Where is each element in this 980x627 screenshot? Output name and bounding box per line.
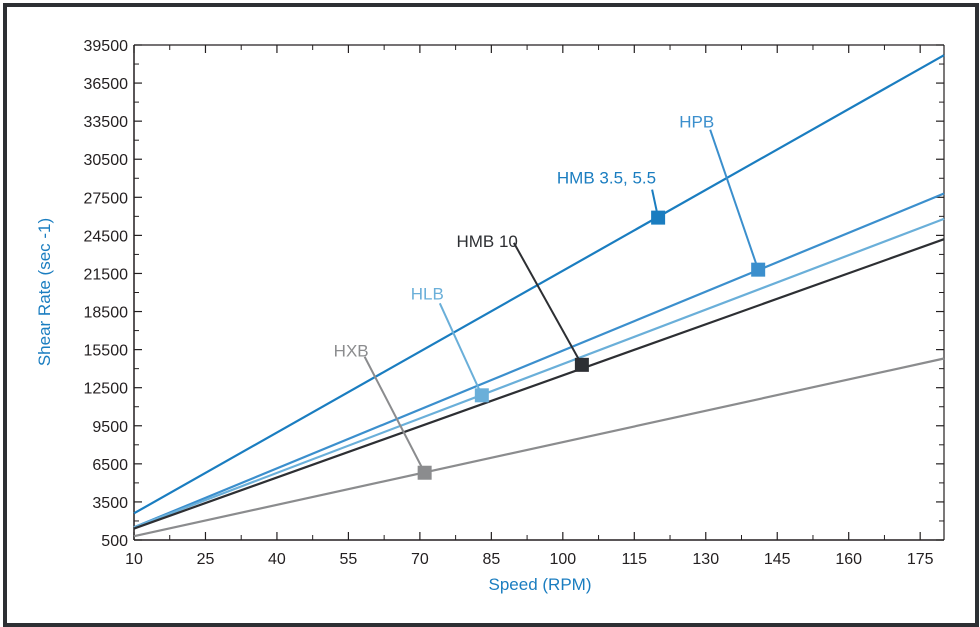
x-tick-label: 85 xyxy=(482,551,500,568)
y-tick-label: 500 xyxy=(101,533,128,550)
x-ticks: 10 25 40 55 70 85 100 115 130 145 160 175 xyxy=(125,45,934,568)
leader-line-hxb xyxy=(363,356,426,474)
y-tick-label: 39500 xyxy=(84,38,129,55)
x-tick-label: 145 xyxy=(764,551,791,568)
axes xyxy=(133,44,945,541)
series-label-hxb: HXB xyxy=(334,342,369,361)
y-tick-label: 30500 xyxy=(84,152,129,169)
x-tick-label: 175 xyxy=(907,551,934,568)
x-tick-label: 25 xyxy=(197,551,215,568)
series-marker-hpb xyxy=(751,262,766,277)
series-marker-hmb-10 xyxy=(574,357,589,372)
leader-line-hmb-10 xyxy=(513,242,583,366)
y-tick-label: 21500 xyxy=(84,266,129,283)
series-lines xyxy=(133,54,945,538)
y-ticks: 500 3500 6500 9500 12500 15500 18500 21500 24500… xyxy=(84,38,944,550)
y-tick-label: 15500 xyxy=(84,343,129,360)
x-tick-label: 70 xyxy=(411,551,429,568)
x-tick-label: 40 xyxy=(268,551,286,568)
series-line-hpb xyxy=(133,192,945,529)
series-line-hmb-10 xyxy=(133,238,945,530)
y-tick-label: 9500 xyxy=(92,419,128,436)
y-tick-label: 6500 xyxy=(92,457,128,474)
x-tick-label: 55 xyxy=(340,551,358,568)
series-line-hxb xyxy=(133,357,945,538)
leader-line-hpb xyxy=(709,129,760,270)
y-tick-label: 18500 xyxy=(84,305,129,322)
y-tick-label: 12500 xyxy=(84,381,129,398)
y-tick-label: 27500 xyxy=(84,190,129,207)
x-axis-title: Speed (RPM) xyxy=(489,575,592,594)
y-tick-label: 36500 xyxy=(84,76,129,93)
y-tick-label: 3500 xyxy=(92,495,128,512)
series-label-hmb-3-5-5-5: HMB 3.5, 5.5 xyxy=(557,169,656,188)
series-label-hmb-10: HMB 10 xyxy=(456,232,517,251)
leader-line-hlb xyxy=(438,302,483,396)
series-marker-hmb-3-5-5-5 xyxy=(651,210,666,225)
y-tick-label: 24500 xyxy=(84,228,129,245)
x-tick-label: 115 xyxy=(622,551,648,568)
series-marker-hlb xyxy=(474,388,489,403)
series-line-hlb xyxy=(133,217,945,529)
x-tick-label: 130 xyxy=(692,551,719,568)
series-marker-hxb xyxy=(417,465,432,480)
series-labels: HMB 3.5, 5.5 HPB HLB HMB 10 HXB xyxy=(334,113,714,361)
label-leaders xyxy=(363,129,760,474)
x-tick-label: 100 xyxy=(549,551,576,568)
series-markers xyxy=(417,210,766,480)
x-tick-label: 160 xyxy=(835,551,862,568)
series-label-hpb: HPB xyxy=(679,113,714,132)
y-axis-title: Shear Rate (sec -1) xyxy=(35,218,54,366)
x-tick-label: 10 xyxy=(125,551,143,568)
chart-frame xyxy=(3,3,979,627)
y-tick-label: 33500 xyxy=(84,114,129,131)
series-line-hmb-3-5-5-5 xyxy=(133,54,945,515)
series-label-hlb: HLB xyxy=(411,284,444,303)
